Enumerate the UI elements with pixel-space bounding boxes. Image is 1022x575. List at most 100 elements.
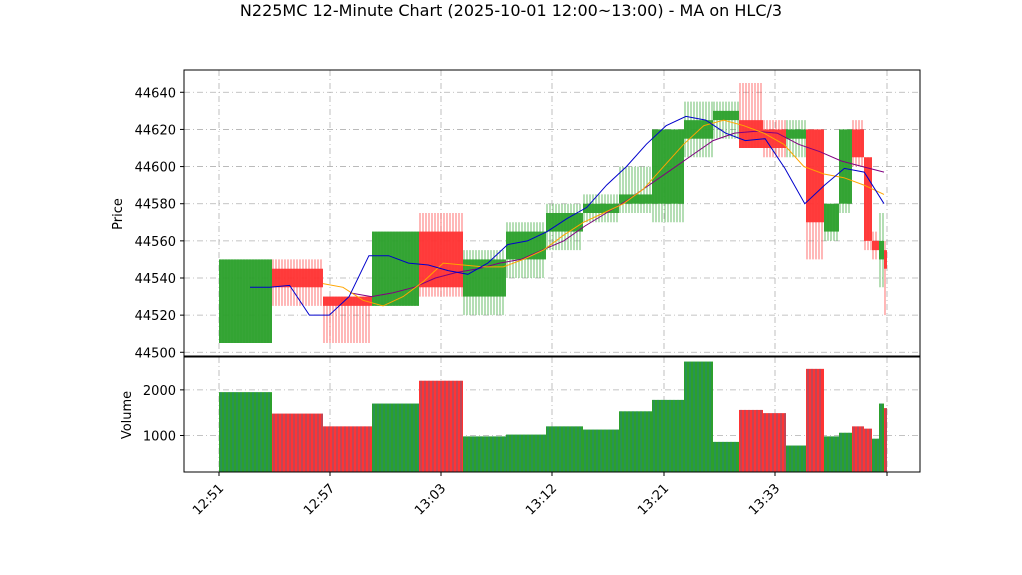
candle-body [879,240,884,260]
candle-body [684,120,713,139]
candle-body [272,268,323,288]
x-tick-label: 13:03 [412,481,449,518]
candle-body [619,194,652,204]
x-tick-label: 12:57 [301,481,338,518]
candle [323,296,372,343]
volume-bar [219,392,272,472]
candle-body [546,213,583,232]
candle [839,129,852,213]
volume-bar-fill [323,426,372,472]
candle-body [652,129,684,204]
candle-body [583,203,619,213]
volume-bar-fill [864,428,872,472]
volume-bar [546,426,583,472]
candle-body [219,259,272,343]
volume-bar [806,368,824,472]
price-tick-label: 44640 [135,86,176,101]
volume-bar-fill [739,409,763,472]
volume-bar-fill [219,392,272,472]
volume-bar [884,408,887,472]
volume-bar [763,413,786,472]
volume-bar-fill [619,411,652,472]
volume-tick-label: 1000 [143,429,176,444]
price-tick-label: 44540 [135,272,176,287]
volume-axis-label: Volume [120,391,135,439]
candle [879,213,884,288]
volume-bar-fill [763,413,786,472]
volume-bar [652,399,684,472]
x-tick-label: 13:33 [746,481,783,518]
volume-bar-fill [884,408,887,472]
volume-bar [739,409,763,472]
volume-bar [839,432,852,472]
chart-title: N225MC 12-Minute Chart (2025-10-01 12:00… [240,1,782,20]
volume-bar-fill [806,368,824,472]
price-tick-label: 44620 [135,123,176,138]
volume-bar-fill [684,361,713,472]
candle [864,157,872,251]
volume-bar [619,411,652,472]
volume-bar [272,413,323,472]
candle [884,240,887,316]
candle-body [884,250,887,269]
volume-bar-fill [546,426,583,472]
candle-body [824,203,839,232]
ma-short-line [250,115,885,316]
candle [372,231,419,306]
price-axis-label: Price [111,198,126,230]
volume-bar [583,429,619,472]
candle-body [419,231,463,288]
volume-bar-fill [372,403,419,472]
volume-bar [463,436,506,472]
volume-bar-fill [506,434,546,472]
candle [786,120,806,158]
candle-body [713,110,739,121]
volume-bar-fill [463,436,506,472]
candle-body [323,296,372,306]
volume-bar [684,361,713,472]
volume-bar [786,445,806,472]
candle [852,120,864,167]
volume-bar [864,428,872,472]
volume-bar [879,403,884,472]
volume-bar [419,380,463,472]
candle-body [786,129,806,139]
candle [463,250,506,316]
volume-bar-fill [879,403,884,472]
price-frame [183,69,921,357]
volume-tick-label: 2000 [143,384,176,399]
x-tick-label: 13:21 [635,481,672,518]
price-tick-label: 44580 [135,198,176,213]
candle-body [864,157,872,241]
volume-bar [824,436,839,472]
x-tick-label: 13:12 [523,481,560,518]
candle [739,83,763,148]
volume-bar-fill [872,438,879,472]
volume-bar [323,426,372,472]
price-tick-label: 44560 [135,235,176,250]
volume-bar [852,426,864,472]
volume-bar-fill [652,399,684,472]
volume-bar [872,438,879,472]
price-tick-label: 44520 [135,309,176,324]
candle [419,213,463,297]
candle-body [806,129,824,223]
x-axis: 12:51 12:57 13:03 13:12 13:21 13:33 [190,472,888,518]
candle [506,222,546,278]
candle-body [506,231,546,260]
candle-body [372,231,419,306]
volume-bar [372,403,419,472]
candle-body [872,240,879,251]
candle [219,259,272,343]
volume-bar [506,434,546,472]
candle-body [839,129,852,204]
candle-body [739,120,763,148]
volume-bar-fill [272,413,323,472]
candle [619,166,652,213]
candle [806,129,824,260]
candle [872,231,879,260]
candle [824,203,839,241]
price-tick-label: 44500 [135,346,176,361]
volume-panel: 1000 2000 [143,356,921,473]
ma-mid-line [322,119,885,307]
